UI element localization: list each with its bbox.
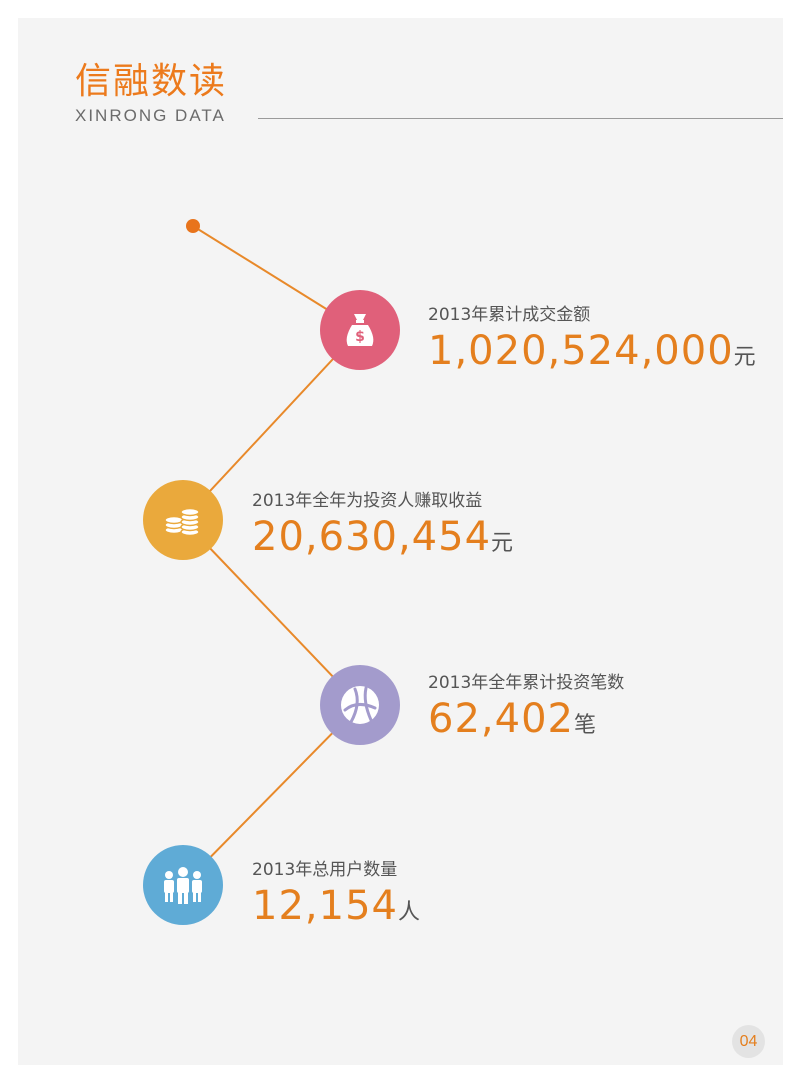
users-icon [143, 845, 223, 925]
header-divider [258, 118, 783, 119]
stat-label: 2013年累计成交金额 [428, 305, 591, 325]
stat-unit: 笔 [573, 713, 597, 738]
stat-label: 2013年全年累计投资笔数 [428, 673, 625, 693]
stat-value: 62,402笔 [428, 696, 597, 742]
stat-value: 12,154人 [252, 883, 421, 929]
stat-number: 12,154 [252, 883, 398, 929]
stat-unit: 元 [733, 345, 757, 370]
stat-value: 1,020,524,000元 [428, 328, 757, 374]
stat-unit: 人 [397, 900, 421, 925]
stat-label: 2013年总用户数量 [252, 860, 398, 880]
timeline-start-dot [186, 219, 200, 233]
stat-number: 1,020,524,000 [428, 328, 734, 374]
network-globe-icon [320, 665, 400, 745]
money-bag-icon: $ [320, 290, 400, 370]
stat-number: 62,402 [428, 696, 574, 742]
page-title: 信融数读 [75, 61, 228, 102]
stat-value: 20,630,454元 [252, 514, 514, 560]
stat-label: 2013年全年为投资人赚取收益 [252, 491, 483, 511]
coins-icon [143, 480, 223, 560]
stat-unit: 元 [491, 531, 515, 556]
svg-text:$: $ [355, 329, 365, 345]
page-number-badge: 04 [732, 1025, 765, 1058]
page-subtitle: XINRONG DATA [75, 106, 226, 125]
stat-number: 20,630,454 [252, 514, 492, 560]
